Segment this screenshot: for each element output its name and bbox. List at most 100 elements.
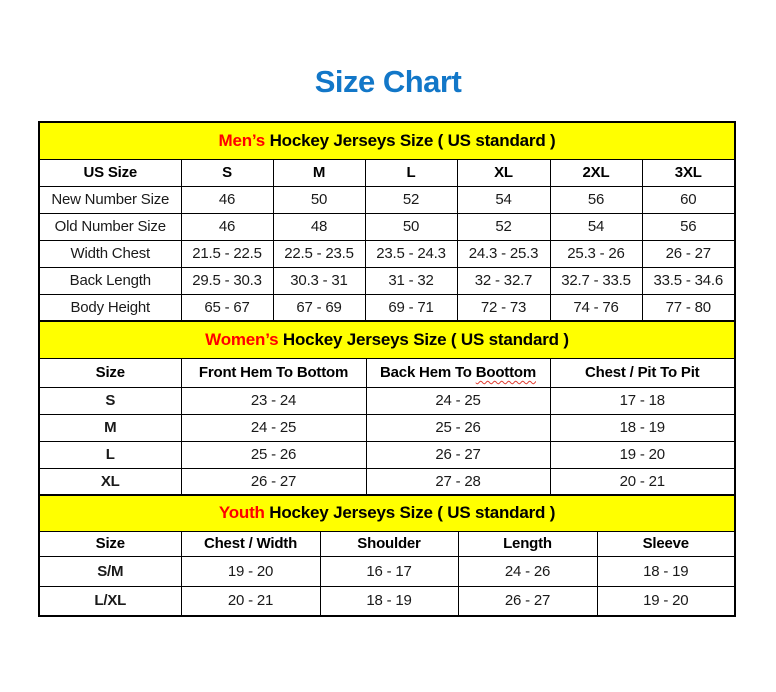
row-label: S/M <box>38 555 182 587</box>
table-cell: 27 - 28 <box>365 467 551 496</box>
womens-size-table: Women’s Hockey Jerseys Size ( US standar… <box>38 320 736 496</box>
table-cell: 19 - 20 <box>180 555 321 587</box>
table-row-new-number-size: New Number Size 46 50 52 54 56 60 <box>38 185 736 214</box>
mens-band-rest: Hockey Jerseys Size ( US standard ) <box>269 130 556 150</box>
table-cell: 21.5 - 22.5 <box>180 239 274 268</box>
mens-section-band-row: Men’s Hockey Jerseys Size ( US standard … <box>38 121 736 160</box>
table-cell: 31 - 32 <box>364 266 458 295</box>
back-hem-label-prefix: Back Hem To <box>380 364 472 381</box>
youth-band-highlight: Youth <box>218 503 265 523</box>
table-cell: 26 - 27 <box>457 585 598 617</box>
column-header-l: L <box>364 158 458 187</box>
table-cell: 25 - 26 <box>365 413 551 442</box>
table-cell: 72 - 73 <box>456 293 551 322</box>
table-row-womens-l: L 25 - 26 26 - 27 19 - 20 <box>38 440 736 469</box>
row-label: New Number Size <box>38 185 182 214</box>
table-cell: 50 <box>364 212 458 241</box>
table-cell: 26 - 27 <box>641 239 736 268</box>
table-row-womens-xl: XL 26 - 27 27 - 28 20 - 21 <box>38 467 736 496</box>
womens-section-band: Women’s Hockey Jerseys Size ( US standar… <box>38 320 736 359</box>
table-cell: 18 - 19 <box>596 555 736 587</box>
table-cell: 32 - 32.7 <box>456 266 551 295</box>
table-cell: 74 - 76 <box>549 293 643 322</box>
column-header-chest-width: Chest / Width <box>180 530 321 557</box>
youth-size-table: Youth Hockey Jerseys Size ( US standard … <box>38 494 737 617</box>
row-label: Old Number Size <box>38 212 182 241</box>
table-cell: 16 - 17 <box>319 555 459 587</box>
mens-band-highlight: Men’s <box>218 130 266 150</box>
column-header-m: M <box>272 158 366 187</box>
column-header-s: S <box>180 158 274 187</box>
table-cell: 69 - 71 <box>364 293 458 322</box>
row-label: S <box>38 386 182 415</box>
table-cell: 32.7 - 33.5 <box>549 266 643 295</box>
column-header-us-size: US Size <box>38 158 182 187</box>
column-header-sleeve: Sleeve <box>596 530 736 557</box>
column-header-back-hem: Back Hem To Boottom <box>365 357 551 388</box>
table-row-back-length: Back Length 29.5 - 30.3 30.3 - 31 31 - 3… <box>38 266 736 295</box>
column-header-front-hem: Front Hem To Bottom <box>180 357 367 388</box>
table-cell: 24 - 25 <box>180 413 367 442</box>
column-header-size: Size <box>38 530 182 557</box>
table-cell: 65 - 67 <box>180 293 274 322</box>
table-row-womens-m: M 24 - 25 25 - 26 18 - 19 <box>38 413 736 442</box>
table-cell: 17 - 18 <box>549 386 736 415</box>
table-cell: 23.5 - 24.3 <box>364 239 458 268</box>
table-cell: 23 - 24 <box>180 386 367 415</box>
table-cell: 25 - 26 <box>180 440 367 469</box>
table-cell: 67 - 69 <box>272 293 366 322</box>
table-cell: 54 <box>549 212 643 241</box>
table-cell: 77 - 80 <box>641 293 736 322</box>
womens-header-row: Size Front Hem To Bottom Back Hem To Boo… <box>38 357 736 388</box>
row-label: Width Chest <box>38 239 182 268</box>
table-row-womens-s: S 23 - 24 24 - 25 17 - 18 <box>38 386 736 415</box>
womens-band-highlight: Women’s <box>205 329 279 349</box>
table-row-body-height: Body Height 65 - 67 67 - 69 69 - 71 72 -… <box>38 293 736 322</box>
table-cell: 20 - 21 <box>180 585 321 617</box>
table-cell: 54 <box>456 185 551 214</box>
table-row-width-chest: Width Chest 21.5 - 22.5 22.5 - 23.5 23.5… <box>38 239 736 268</box>
table-cell: 24 - 26 <box>457 555 598 587</box>
table-cell: 46 <box>180 212 274 241</box>
mens-size-table: Men’s Hockey Jerseys Size ( US standard … <box>38 121 737 322</box>
page-title: Size Chart <box>314 64 462 99</box>
table-cell: 29.5 - 30.3 <box>180 266 274 295</box>
table-cell: 56 <box>641 212 736 241</box>
table-cell: 60 <box>641 185 736 214</box>
table-cell: 19 - 20 <box>596 585 736 617</box>
table-cell: 20 - 21 <box>549 467 736 496</box>
table-cell: 24.3 - 25.3 <box>456 239 551 268</box>
table-cell: 25.3 - 26 <box>549 239 643 268</box>
table-cell: 46 <box>180 185 274 214</box>
size-tables: Men’s Hockey Jerseys Size ( US standard … <box>38 121 737 617</box>
table-cell: 26 - 27 <box>180 467 367 496</box>
row-label: Body Height <box>38 293 182 322</box>
table-row-youth-sm: S/M 19 - 20 16 - 17 24 - 26 18 - 19 <box>38 555 736 587</box>
table-cell: 52 <box>364 185 458 214</box>
womens-section-band-row: Women’s Hockey Jerseys Size ( US standar… <box>38 320 736 359</box>
table-cell: 24 - 25 <box>365 386 551 415</box>
table-cell: 19 - 20 <box>549 440 736 469</box>
table-cell: 50 <box>272 185 366 214</box>
mens-header-row: US Size S M L XL 2XL 3XL <box>38 158 736 187</box>
youth-band-rest: Hockey Jerseys Size ( US standard ) <box>269 503 556 523</box>
table-cell: 22.5 - 23.5 <box>272 239 366 268</box>
row-label: M <box>38 413 182 442</box>
column-header-chest-pit: Chest / Pit To Pit <box>549 357 736 388</box>
column-header-length: Length <box>457 530 598 557</box>
column-header-size: Size <box>38 357 182 388</box>
row-label: L/XL <box>38 585 182 617</box>
youth-section-band: Youth Hockey Jerseys Size ( US standard … <box>38 494 736 532</box>
table-cell: 33.5 - 34.6 <box>641 266 736 295</box>
youth-header-row: Size Chest / Width Shoulder Length Sleev… <box>38 530 736 557</box>
column-header-2xl: 2XL <box>549 158 643 187</box>
youth-section-band-row: Youth Hockey Jerseys Size ( US standard … <box>38 494 736 532</box>
womens-band-rest: Hockey Jerseys Size ( US standard ) <box>282 329 569 349</box>
table-cell: 52 <box>456 212 551 241</box>
column-header-3xl: 3XL <box>641 158 736 187</box>
table-cell: 18 - 19 <box>549 413 736 442</box>
column-header-shoulder: Shoulder <box>319 530 459 557</box>
table-cell: 56 <box>549 185 643 214</box>
column-header-xl: XL <box>456 158 551 187</box>
